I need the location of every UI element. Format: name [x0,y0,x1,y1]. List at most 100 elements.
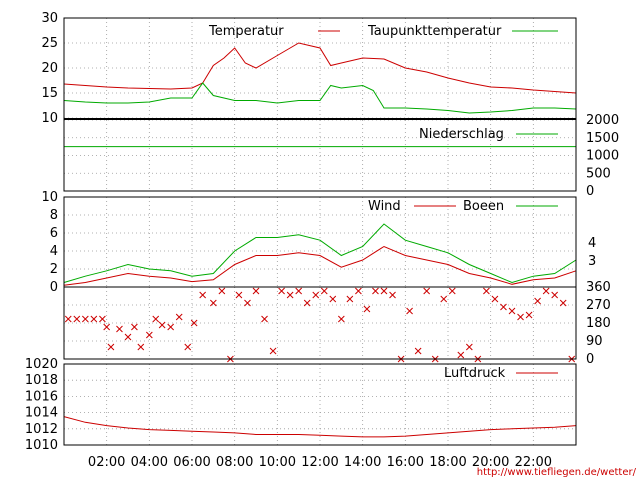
wind-direction-point [440,295,448,303]
wind-direction-point [500,303,507,311]
xtick-label: 20:00 [472,455,509,470]
wind-direction-point [465,343,473,351]
frame-layer [63,17,577,446]
wind_direction-ytick-label: 0 [586,352,594,367]
wind-direction-point [124,333,132,341]
wind-right-label: 4 [588,236,596,251]
pressure-ytick-label: 1010 [25,438,58,453]
wind-direction-point [152,315,160,323]
wind-direction-point [525,311,533,319]
wind_direction-ytick-label: 360 [586,280,611,295]
wind-series-line [63,245,577,286]
wind-direction-point [337,315,345,323]
xtick-label: 10:00 [259,455,296,470]
legend-boeen-label: Boeen [463,199,504,214]
wind-direction-point [175,313,183,321]
temperature-ytick-label: 25 [41,36,58,51]
wind-direction-point [278,287,285,295]
xtick-label: 08:00 [216,455,253,470]
wind-direction-point [269,347,277,355]
wind-direction-point [252,287,260,295]
source-url[interactable]: http://www.tiefliegen.de/wetter/ [477,467,637,478]
wind-direction-point [90,315,98,323]
xtick-label: 02:00 [88,455,125,470]
wind-direction-point [286,291,294,299]
wind-direction-point [244,299,251,307]
wind-direction-point [320,287,328,295]
pressure-ytick-label: 1014 [25,406,58,421]
wind-direction-point [190,319,198,327]
wind-ytick-label: 2 [50,262,58,277]
wind-direction-point [457,351,465,359]
legend-niederschlag-label: Niederschlag [419,127,504,142]
wind-direction-point [235,291,243,299]
wind-ytick-label: 0 [50,280,58,295]
temperature-ytick-label: 10 [41,111,58,126]
precipitation-ytick-label: 500 [586,166,611,181]
xtick-label: 04:00 [131,455,168,470]
wind-direction-point [107,343,115,351]
wind-direction-point [261,315,268,323]
wind-direction-point [184,343,192,351]
wind-direction-point [389,291,396,299]
xtick-label: 06:00 [173,455,210,470]
wind-direction-point [303,299,311,307]
pressure-ytick-label: 1020 [25,357,58,372]
wind-direction-point [406,307,413,315]
pressure-ytick-label: 1016 [25,389,58,404]
wind-direction-point [81,315,89,323]
wind-direction-point [73,315,81,323]
xtick-label: 18:00 [429,455,466,470]
temperature-ytick-label: 30 [41,11,58,26]
wind-direction-point [209,299,217,307]
wind-direction-point [295,287,303,295]
wind-direction-point [218,287,226,295]
frame-top-panels [63,17,577,192]
wind-direction-point [99,315,106,323]
precipitation-ytick-label: 2000 [586,113,619,128]
legend-luftdruck-label: Luftdruck [444,366,506,381]
xtick-label: 12:00 [301,455,338,470]
frame-wind-panels [63,196,577,360]
wind-direction-point [534,297,541,305]
wind-direction-point [64,315,72,323]
wind-direction-point [116,325,123,333]
legend-temperatur-label: Temperatur [208,24,284,39]
wind-direction-point [145,331,153,339]
wind-ytick-label: 6 [50,226,58,241]
wind_direction-ytick-label: 90 [586,334,603,349]
wind-right-label: 3 [588,254,596,269]
pressure-ytick-label: 1018 [25,373,58,388]
wind-direction-point [491,295,499,303]
wind-direction-point [542,287,550,295]
wind-ytick-label: 10 [41,190,58,205]
legend-taupunkt-label: Taupunkttemperatur [367,24,502,39]
wind-direction-point [167,323,175,331]
precipitation-ytick-label: 0 [586,184,594,199]
precipitation-ytick-label: 1500 [586,131,619,146]
wind-direction-point [551,291,559,299]
frame-pressure-panel [63,363,577,446]
wind-direction-point [363,305,371,313]
wind_direction-ytick-label: 270 [586,298,611,313]
boeen-series-line [63,223,577,284]
wind-direction-point [423,287,431,295]
wind-direction-point [483,287,490,295]
pressure-ytick-label: 1012 [25,422,58,437]
xtick-label: 22:00 [515,455,552,470]
wind-direction-point [137,343,145,351]
xtick-label: 16:00 [387,455,424,470]
wind-direction-point [380,287,388,295]
wind-direction-point [131,323,138,331]
wind-direction-point [517,313,524,321]
wind-direction-point [329,295,337,303]
luftdruck-series-line [63,416,577,438]
wind-ytick-label: 4 [50,244,58,259]
series-layer [63,42,577,438]
wind-direction-point [448,287,456,295]
taupunkttemperatur-series-line [63,82,577,114]
temperature-ytick-label: 15 [41,86,58,101]
wind-direction-point [414,347,422,355]
